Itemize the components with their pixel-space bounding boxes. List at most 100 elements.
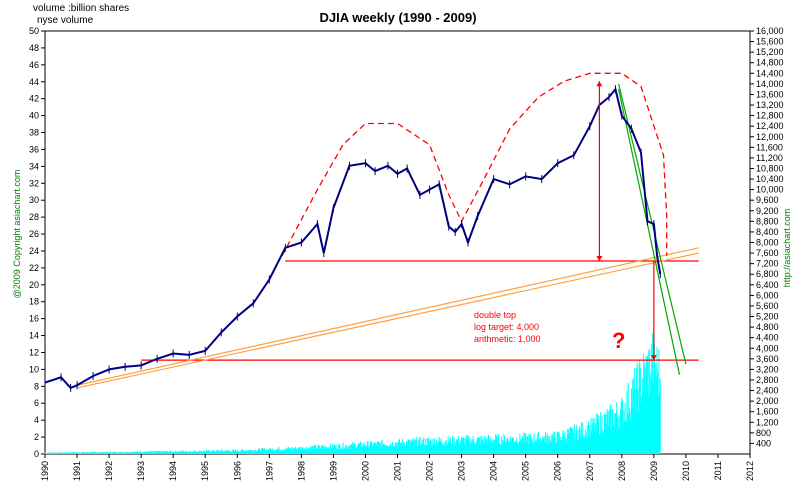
right-axis-ticks: 4008001,2001,6002,0002,4002,8003,2003,60… [750, 26, 784, 448]
left-tick-label: 38 [29, 128, 39, 138]
double-top-envelope [281, 72, 668, 257]
support-line [76, 252, 699, 389]
x-tick-label: 2000 [360, 461, 370, 481]
x-tick-label: 1999 [328, 461, 338, 481]
right-tick-label: 13,600 [756, 89, 784, 99]
right-tick-label: 800 [756, 428, 771, 438]
x-tick-label: 2011 [713, 461, 723, 480]
right-tick-label: 9,600 [756, 195, 779, 205]
left-tick-label: 8 [34, 381, 39, 391]
x-tick-label: 1995 [200, 461, 210, 481]
right-tick-label: 2,000 [756, 396, 779, 406]
left-tick-label: 18 [29, 297, 39, 307]
right-tick-label: 14,000 [756, 79, 784, 89]
right-tick-label: 2,400 [756, 386, 779, 396]
right-tick-label: 11,600 [756, 142, 783, 152]
left-tick-label: 14 [29, 331, 39, 341]
right-tick-label: 11,200 [756, 153, 783, 163]
left-tick-label: 16 [29, 314, 39, 324]
arrow-head-start [596, 81, 603, 87]
left-tick-label: 46 [29, 60, 39, 70]
annotation-block: double top log target: 4,000 arithmetic:… [474, 310, 541, 344]
left-tick-label: 4 [34, 415, 39, 425]
left-tick-label: 22 [29, 263, 39, 273]
arrow-head-end [650, 355, 657, 361]
x-tick-label: 2009 [649, 461, 659, 481]
envelope-path [281, 72, 668, 257]
right-tick-label: 7,200 [756, 259, 779, 269]
chart-title: DJIA weekly (1990 - 2009) [319, 10, 476, 25]
right-tick-label: 12,000 [756, 132, 784, 142]
right-tick-label: 15,600 [756, 37, 784, 47]
left-tick-label: 50 [29, 26, 39, 36]
left-tick-label: 20 [29, 280, 39, 290]
left-axis-label-nyse: nyse volume [37, 15, 94, 26]
right-tick-label: 8,400 [756, 227, 779, 237]
right-tick-label: 400 [756, 438, 771, 448]
x-tick-label: 1994 [168, 461, 178, 481]
support-line [618, 89, 681, 375]
x-tick-label: 2008 [617, 461, 627, 481]
x-tick-label: 2007 [585, 461, 595, 481]
right-tick-label: 4,400 [756, 333, 779, 343]
right-tick-label: 10,800 [756, 163, 784, 173]
right-tick-label: 1,200 [756, 417, 779, 427]
left-tick-label: 42 [29, 94, 39, 104]
right-tick-label: 14,400 [756, 68, 784, 78]
x-tick-label: 2004 [489, 461, 499, 481]
left-tick-label: 32 [29, 178, 39, 188]
left-tick-label: 36 [29, 144, 39, 154]
right-tick-label: 5,600 [756, 301, 779, 311]
left-tick-label: 2 [34, 432, 39, 442]
x-tick-label: 2001 [393, 461, 403, 481]
right-tick-label: 12,800 [756, 111, 784, 121]
url-label: http://asiachart.com [782, 209, 792, 288]
left-tick-label: 40 [29, 111, 39, 121]
x-tick-label: 1996 [232, 461, 242, 481]
x-tick-label: 2012 [745, 461, 755, 481]
x-tick-label: 1993 [136, 461, 146, 481]
x-tick-label: 2006 [553, 461, 563, 481]
right-tick-label: 7,600 [756, 248, 779, 258]
question-mark: ? [612, 328, 625, 353]
x-tick-label: 2002 [425, 461, 435, 481]
right-tick-label: 16,000 [756, 26, 784, 36]
right-tick-label: 9,200 [756, 206, 779, 216]
right-tick-label: 2,800 [756, 375, 779, 385]
right-tick-label: 10,000 [756, 185, 784, 195]
left-tick-label: 10 [29, 364, 39, 374]
left-tick-label: 34 [29, 161, 39, 171]
x-tick-label: 1990 [40, 461, 50, 481]
right-tick-label: 15,200 [756, 47, 784, 57]
right-tick-label: 6,800 [756, 269, 779, 279]
support-trend-lines [76, 83, 699, 389]
left-tick-label: 12 [29, 347, 39, 357]
target-arrows [596, 81, 657, 361]
annotation-line-3: arithmetic: 1,000 [474, 334, 541, 344]
left-tick-label: 6 [34, 398, 39, 408]
right-tick-label: 6,400 [756, 280, 779, 290]
right-tick-label: 4,800 [756, 322, 779, 332]
right-tick-label: 5,200 [756, 312, 779, 322]
right-tick-label: 6,000 [756, 290, 779, 300]
djia-line [44, 86, 662, 390]
x-tick-label: 1997 [264, 461, 274, 481]
x-tick-label: 2003 [457, 461, 467, 481]
right-tick-label: 14,800 [756, 58, 784, 68]
right-tick-label: 8,000 [756, 238, 779, 248]
x-tick-label: 1991 [72, 461, 82, 481]
right-tick-label: 1,600 [756, 407, 779, 417]
left-tick-label: 28 [29, 212, 39, 222]
x-axis-ticks: 1990 1991 1992 1993 1994 1995 1996 1997 1998 1999… [40, 454, 755, 481]
right-tick-label: 8,800 [756, 216, 779, 226]
arrow-head-end [596, 256, 603, 262]
annotation-line-1: double top [474, 310, 516, 320]
right-tick-label: 12,400 [756, 121, 784, 131]
right-tick-label: 13,200 [756, 100, 784, 110]
left-tick-label: 26 [29, 229, 39, 239]
left-tick-label: 0 [34, 449, 39, 459]
x-tick-label: 1998 [296, 461, 306, 481]
annotation-line-2: log target: 4,000 [474, 322, 539, 332]
